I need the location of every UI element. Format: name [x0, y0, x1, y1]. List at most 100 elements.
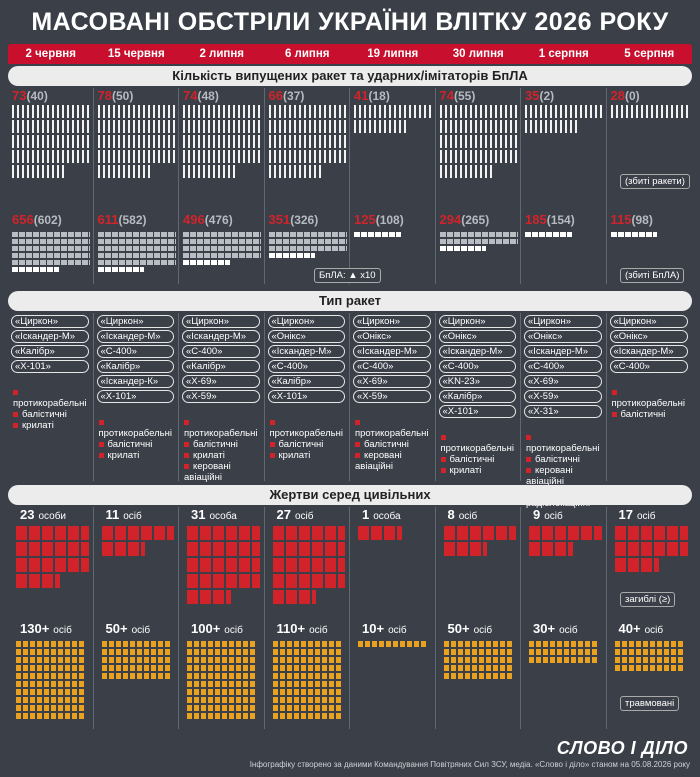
rocket-class: крилаті	[441, 465, 521, 476]
missile-icons	[607, 103, 693, 118]
missile-row	[183, 135, 261, 148]
injured-row	[101, 641, 172, 647]
missile-row	[97, 120, 175, 133]
injured-number: 50+	[105, 621, 128, 636]
killed-icons	[187, 526, 260, 604]
injured-unit: осіб	[473, 625, 493, 636]
injured-legend: травмовані	[620, 696, 680, 711]
injured-row	[187, 689, 257, 695]
injured-row	[16, 689, 86, 695]
drone-shot: (108)	[375, 213, 404, 227]
killed-number: 1	[362, 507, 370, 522]
rocket-class: керовані авіаційні	[184, 461, 264, 483]
killed-count: 1 особа	[350, 507, 435, 522]
injured-unit: осіб	[644, 625, 664, 636]
missile-row	[12, 105, 90, 118]
injured-icons	[443, 641, 514, 681]
victims-column: 17 осіб 40+ осіб	[607, 507, 693, 729]
types-column: «Циркон» «Онікс» «Іскандер-М» «С-400» протик…	[607, 313, 693, 481]
page-title: МАСОВАНІ ОБСТРІЛИ УКРАЇНИ ВЛІТКУ 2026 РО…	[31, 8, 669, 36]
victims-column: 11 осіб 50+ осіб	[94, 507, 179, 729]
killed-number: 31	[191, 507, 206, 522]
injured-row	[272, 649, 343, 655]
killed-unit: осіб	[544, 511, 563, 522]
killed-unit: осіб	[294, 511, 314, 522]
injured-row	[614, 665, 685, 671]
rocket-class-list: протикорабельні балістичні	[607, 387, 693, 420]
missile-row	[97, 165, 152, 178]
rocket-type-pill: «Циркон»	[524, 315, 602, 328]
killed-legend: загиблі (≥)	[620, 592, 676, 607]
injured-row	[187, 705, 257, 711]
injured-row	[272, 665, 343, 671]
injured-count: 50+ осіб	[436, 621, 493, 636]
missiles-column: 74(48) 496(476)	[179, 88, 265, 284]
missile-row	[268, 120, 346, 133]
killed-row	[529, 542, 573, 556]
injured-icons	[101, 641, 172, 681]
rocket-type-pill: «С-400»	[182, 345, 260, 358]
rocket-type-pill: «Х-101»	[11, 360, 89, 373]
rocket-type-pill: «Х-69»	[524, 375, 602, 388]
rocket-type-pill: «Х-69»	[353, 375, 431, 388]
rocket-type-pill: «Онікс»	[609, 330, 688, 343]
drone-total: 125	[354, 212, 376, 227]
missile-row	[525, 105, 603, 118]
injured-row	[187, 641, 257, 647]
missile-shot: (0)	[624, 89, 640, 103]
drone-icons	[179, 230, 264, 267]
drone-row	[12, 267, 59, 272]
killed-count: 9 осіб	[521, 507, 606, 522]
missile-row	[97, 105, 175, 118]
killed-icons	[101, 526, 174, 556]
missile-legend: (збиті ракети)	[620, 174, 690, 189]
date-label: 30 липня	[452, 48, 504, 60]
drone-row	[268, 232, 347, 237]
injured-row	[187, 697, 257, 703]
missile-icons	[350, 103, 435, 133]
drone-icons	[521, 230, 606, 239]
killed-row	[16, 558, 89, 572]
missile-row	[12, 150, 90, 163]
missile-row	[97, 135, 175, 148]
missiles-column: 28(0) 115(98)	[607, 88, 693, 284]
rocket-class: протикорабельні	[526, 432, 606, 454]
drone-row	[97, 260, 176, 265]
injured-row	[16, 665, 86, 671]
drone-shot: (602)	[33, 213, 62, 227]
injured-unit: осіб	[559, 625, 578, 636]
missile-row	[183, 165, 238, 178]
types-column: «Циркон» «Іскандер-М» «С-400» «Калібр» «Іска…	[94, 313, 179, 481]
types-column: «Циркон» «Онікс» «Іскандер-М» «С-400» «Х-69»…	[521, 313, 607, 509]
drone-row	[97, 239, 176, 244]
drone-row	[12, 246, 90, 251]
injured-row	[272, 697, 343, 703]
killed-icons	[358, 526, 431, 540]
injured-number: 40+	[618, 621, 641, 636]
rocket-type-pill: «Х-31»	[524, 405, 602, 418]
section-types-title: Тип ракет	[8, 291, 692, 311]
injured-row	[272, 657, 343, 663]
killed-unit: осіб	[458, 511, 478, 522]
injured-unit: осіб	[131, 625, 151, 636]
rocket-type-pill: «Калібр»	[182, 360, 260, 373]
rocket-type-pill: «Циркон»	[438, 315, 516, 328]
injured-row	[529, 641, 599, 647]
rocket-type-pill: «Онікс»	[524, 330, 602, 343]
brand-logo: СЛОВО І ДІЛО	[556, 738, 688, 758]
missile-row	[439, 120, 517, 133]
killed-row	[529, 526, 602, 540]
killed-row	[272, 590, 316, 604]
injured-row	[101, 673, 172, 679]
rocket-class: балістичні	[184, 439, 264, 450]
injured-unit: осіб	[388, 625, 407, 636]
injured-icons	[614, 641, 685, 673]
missile-row	[525, 120, 580, 133]
types-column: «Циркон» «Іскандер-М» «Калібр» «Х-101» проти…	[8, 313, 94, 481]
drone-shot: (326)	[290, 213, 319, 227]
rocket-class: балістичні	[526, 454, 606, 465]
killed-icons	[272, 526, 345, 604]
rocket-class: протикорабельні	[612, 387, 693, 409]
injured-unit: осіб	[309, 625, 328, 636]
drone-row	[439, 239, 518, 244]
